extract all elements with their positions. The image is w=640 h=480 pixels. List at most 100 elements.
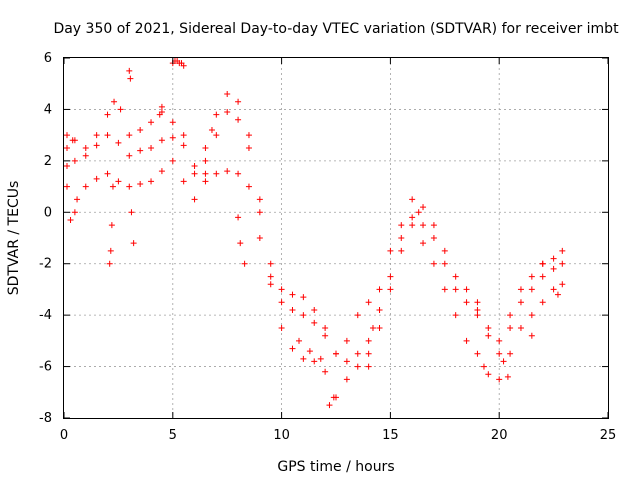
data-point xyxy=(64,132,70,139)
data-point xyxy=(420,222,427,229)
data-point xyxy=(343,337,350,344)
plot-frame xyxy=(63,57,609,419)
data-point xyxy=(528,312,535,319)
data-point xyxy=(202,145,209,151)
series-track-lower xyxy=(64,157,566,401)
data-point xyxy=(289,291,296,298)
data-point xyxy=(430,235,437,241)
data-point xyxy=(109,183,116,190)
grid-layer xyxy=(64,58,608,418)
data-point xyxy=(317,355,324,362)
data-point xyxy=(213,170,220,177)
x-tick-label: 0 xyxy=(60,428,68,443)
data-point xyxy=(202,170,209,177)
data-point xyxy=(507,350,514,357)
data-point xyxy=(104,111,111,118)
data-point xyxy=(430,260,437,267)
data-point xyxy=(93,175,100,182)
data-point xyxy=(376,325,383,331)
data-point xyxy=(554,291,561,298)
data-point xyxy=(289,345,296,352)
data-point xyxy=(180,142,187,149)
data-point xyxy=(180,178,187,185)
y-tick-label: 6 xyxy=(44,51,52,66)
data-point xyxy=(517,286,524,293)
data-point xyxy=(278,325,285,331)
data-point xyxy=(278,299,285,306)
data-point xyxy=(289,307,296,313)
data-point xyxy=(496,376,503,383)
data-point xyxy=(387,273,394,280)
data-point xyxy=(104,170,111,177)
data-point xyxy=(117,106,124,113)
data-point xyxy=(452,286,459,293)
data-point xyxy=(452,273,459,280)
chart-title: Day 350 of 2021, Sidereal Day-to-day VTE… xyxy=(53,21,619,37)
data-point xyxy=(106,260,113,267)
data-point xyxy=(463,337,470,344)
data-point xyxy=(420,204,427,211)
data-point xyxy=(441,247,448,254)
data-point xyxy=(213,111,220,118)
data-point xyxy=(127,75,134,82)
data-point xyxy=(245,132,252,139)
data-point xyxy=(256,209,263,216)
data-point xyxy=(137,181,144,187)
data-point xyxy=(539,299,546,306)
data-point xyxy=(111,98,118,105)
data-point xyxy=(528,286,535,293)
data-point xyxy=(485,371,492,378)
data-point xyxy=(64,145,70,151)
x-tick-label: 15 xyxy=(382,428,399,443)
data-point xyxy=(180,62,187,69)
data-point xyxy=(333,350,339,357)
data-point xyxy=(202,157,209,164)
data-point xyxy=(67,217,74,223)
data-point xyxy=(191,196,198,203)
data-point xyxy=(137,147,144,154)
data-point xyxy=(398,235,405,241)
data-point xyxy=(322,325,329,331)
data-point xyxy=(343,358,350,365)
data-point xyxy=(559,260,566,267)
data-point xyxy=(71,157,78,164)
data-point xyxy=(354,363,361,370)
data-point xyxy=(169,134,176,141)
y-tick-label: 0 xyxy=(44,205,52,220)
data-point xyxy=(191,170,198,177)
data-point xyxy=(441,286,448,293)
data-point xyxy=(480,363,487,370)
data-point xyxy=(474,299,481,306)
data-point xyxy=(539,273,546,280)
data-point xyxy=(126,152,133,159)
data-point xyxy=(256,196,263,203)
data-point xyxy=(278,286,285,293)
data-point xyxy=(82,183,89,190)
data-point xyxy=(507,325,514,331)
data-point xyxy=(296,337,303,344)
data-point xyxy=(365,363,372,370)
data-point xyxy=(148,145,155,151)
data-point xyxy=(213,132,220,139)
data-point xyxy=(191,163,198,169)
data-point xyxy=(528,273,535,280)
ticks-layer: 0 5 10 15 20 25 -8 -6 -4 -2 0 2 4 6 xyxy=(39,51,616,443)
data-point xyxy=(463,299,470,306)
data-point xyxy=(158,103,165,110)
data-point xyxy=(415,209,422,216)
y-tick-label: -2 xyxy=(39,257,52,272)
data-point xyxy=(485,332,492,339)
x-tick-label: 5 xyxy=(169,428,177,443)
y-tick-label: 4 xyxy=(44,102,52,117)
data-point xyxy=(507,312,514,319)
x-tick-label: 10 xyxy=(273,428,290,443)
data-point xyxy=(550,265,557,272)
data-point xyxy=(115,139,122,146)
data-point xyxy=(330,394,337,401)
data-point xyxy=(387,247,394,254)
data-point xyxy=(108,222,115,229)
data-point xyxy=(441,260,448,267)
data-point xyxy=(311,358,318,365)
data-point xyxy=(156,111,163,118)
